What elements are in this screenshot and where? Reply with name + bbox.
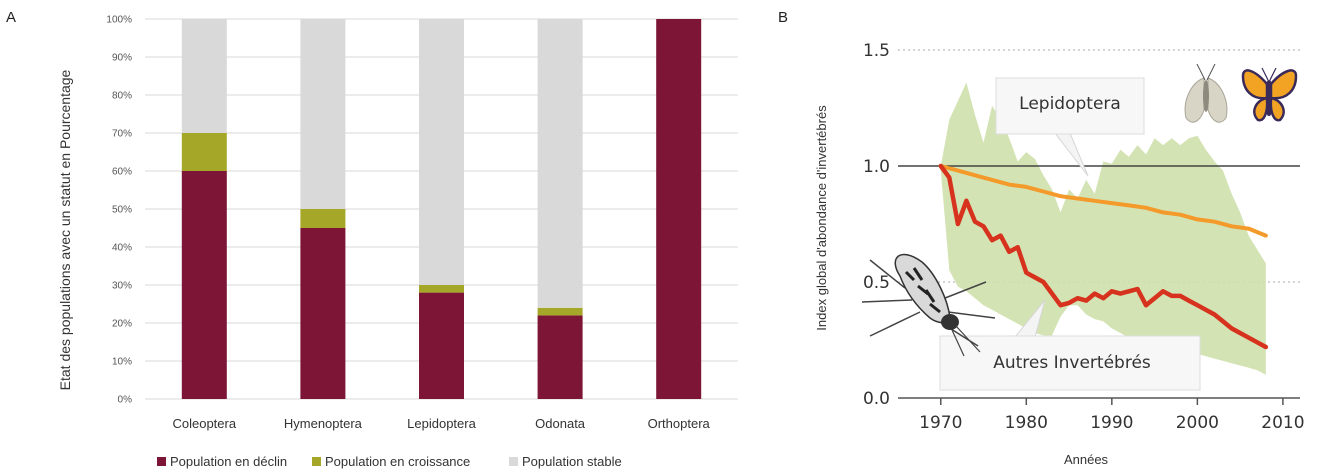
moth-right-wing [1207,77,1228,123]
panel-a-legend-label: Population en déclin [170,454,287,469]
panel-b-y-axis-title: Index global d'abondance d'invertébrés [814,105,829,331]
moth-body [1203,80,1209,112]
autres-callout-box [939,335,1201,391]
panel-a-legend-label: Population en croissance [325,454,470,469]
panel-b-series-lines [938,163,1269,350]
autres-invertebres-callout: Autres Invertébrés [939,299,1201,391]
panel-a-bar-segment [656,19,702,399]
panel-a-y-tick-label: 100% [106,15,132,26]
lepidoptera-callout-pointer [1053,132,1089,177]
panel-b-x-axis-title: Années [1064,452,1109,467]
lepidoptera-callout-box [995,77,1145,135]
panel-a-y-tick-label: 70% [112,129,132,140]
panel-a-bar-segment [300,19,346,209]
panel-a-letter: A [6,9,16,26]
panel-a-legend: Population en déclin Population en croiss… [157,454,622,469]
beetle-illustration [861,253,996,357]
panel-b-x-tick-label: 2000 [1176,413,1219,433]
beetle-head [941,314,959,330]
panel-b-x-tick-label: 1980 [1005,413,1048,433]
panel-a-category-label: Lepidoptera [407,416,476,431]
panel-a-bar-segment [300,209,346,228]
autres-invertebres-line [938,163,1269,350]
lepidoptera-series-label: Lepidoptera [1019,94,1121,114]
panel-a-y-tick-label: 20% [112,319,132,330]
panel-b-x-tick-labels: 1970 1980 1990 2000 2010 [919,413,1304,433]
panel-a-y-tick-label: 90% [112,53,132,64]
panel-a-legend-swatch [157,457,166,466]
panel-b-y-tick-labels: 0.0 0.5 1.0 1.5 [863,41,890,409]
panel-a-legend-label: Population stable [522,454,622,469]
moth-illustration [1184,63,1228,123]
butterfly-illustration [1241,67,1298,122]
beetle-markings [904,267,941,314]
beetle-legs [861,259,996,347]
panel-b-x-tick-label: 1990 [1090,413,1133,433]
panel-a-y-tick-label: 0% [118,395,133,406]
panel-b-range-band-area [940,82,1266,375]
panel-a-legend-swatch [312,457,321,466]
moth-left-wing [1184,77,1205,123]
panel-b-x-tick-label: 1970 [919,413,962,433]
panel-a-bars [181,19,702,399]
panel-a-y-tick-label: 30% [112,281,132,292]
panel-a-bar-segment [537,315,583,399]
beetle-antennae [951,325,981,357]
panel-a-y-tick-label: 10% [112,357,132,368]
panel-a-bar-segment [181,19,227,133]
panel-a-legend-item: Population en croissance [312,454,470,469]
panel-b-range-band [940,82,1266,375]
lepidoptera-line [938,164,1268,238]
panel-a-bar-segment [537,307,583,316]
butterfly-body [1267,80,1271,116]
panel-a-y-axis-title: Etat des populations avec un statut en P… [57,69,73,390]
panel-a-category-label: Orthoptera [648,416,711,431]
panel-a-category-label: Hymenoptera [284,416,363,431]
panel-b-letter: B [778,9,788,26]
panel-a-y-tick-label: 50% [112,205,132,216]
panel-b-y-tick-label: 0.0 [863,389,890,409]
panel-a-y-tick-labels: 0% 10% 20% 30% 40% 50% 60% 70% 80% 90% 100% [106,15,132,406]
panel-b-y-tick-label: 1.0 [863,157,890,177]
panel-a-legend-item: Population stable [509,454,622,469]
panel-b-y-tick-label: 0.5 [863,273,890,293]
panel-a-bar-segment [419,19,464,285]
panel-a-legend-swatch [509,457,518,466]
panel-a-bar-segment [419,292,464,399]
panel-a-legend-item: Population en déclin [157,454,287,469]
panel-a-category-label: Coleoptera [172,416,236,431]
butterfly-lower-right-wing [1269,96,1285,122]
panel-a-bar-segment [181,133,227,171]
butterfly-upper-right-wing [1269,69,1298,100]
panel-a-bar-segment [537,19,583,308]
panel-a-y-tick-label: 60% [112,167,132,178]
panel-a-bar-segment [181,171,227,399]
panel-b-x-tick-label: 2010 [1261,413,1304,433]
panel-a-y-tick-label: 80% [112,91,132,102]
moth-antennae [1196,63,1216,81]
panel-a-category-label: Odonata [535,416,586,431]
panel-a-y-tick-label: 40% [112,243,132,254]
panel-a-category-labels: Coleoptera Hymenoptera Lepidoptera Odonata O… [172,416,710,431]
panel-b-y-tick-label: 1.5 [863,41,890,61]
lepidoptera-callout: Lepidoptera [995,77,1145,177]
butterfly-antennae [1261,67,1277,81]
panel-a-bar-segment [300,228,346,399]
autres-invertebres-series-label: Autres Invertébrés [993,353,1151,373]
panel-a-bar-segment [419,285,464,293]
butterfly-lower-left-wing [1253,96,1269,122]
butterfly-upper-left-wing [1241,69,1269,100]
panel-b-axis [898,397,1300,405]
